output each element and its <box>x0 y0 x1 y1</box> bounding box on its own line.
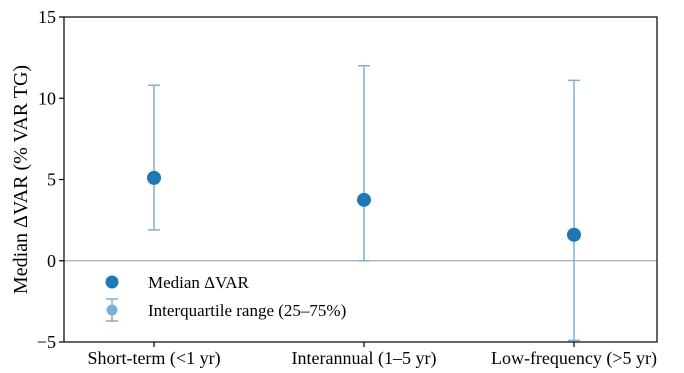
y-tick-label: 0 <box>47 251 56 271</box>
legend-label-iqr: Interquartile range (25–75%) <box>148 301 346 320</box>
y-tick-label: −5 <box>37 332 56 352</box>
y-axis-label: Median ΔVAR (% VAR TG) <box>10 65 32 294</box>
y-tick-label: 10 <box>38 88 56 108</box>
legend-marker-median <box>105 275 119 289</box>
x-tick-label: Low-frequency (>5 yr) <box>491 348 657 369</box>
x-tick-label: Interannual (1–5 yr) <box>292 348 437 369</box>
median-point <box>567 227 581 242</box>
x-tick-label: Short-term (<1 yr) <box>87 348 220 369</box>
median-point <box>357 192 371 207</box>
y-tick-label: 15 <box>38 7 56 27</box>
y-tick-label: 5 <box>47 170 56 190</box>
legend-label-median: Median ΔVAR <box>148 273 249 292</box>
legend: Median ΔVAR Interquartile range (25–75%) <box>105 273 346 322</box>
legend-marker-iqr-dot <box>106 304 118 316</box>
median-point <box>147 170 161 185</box>
